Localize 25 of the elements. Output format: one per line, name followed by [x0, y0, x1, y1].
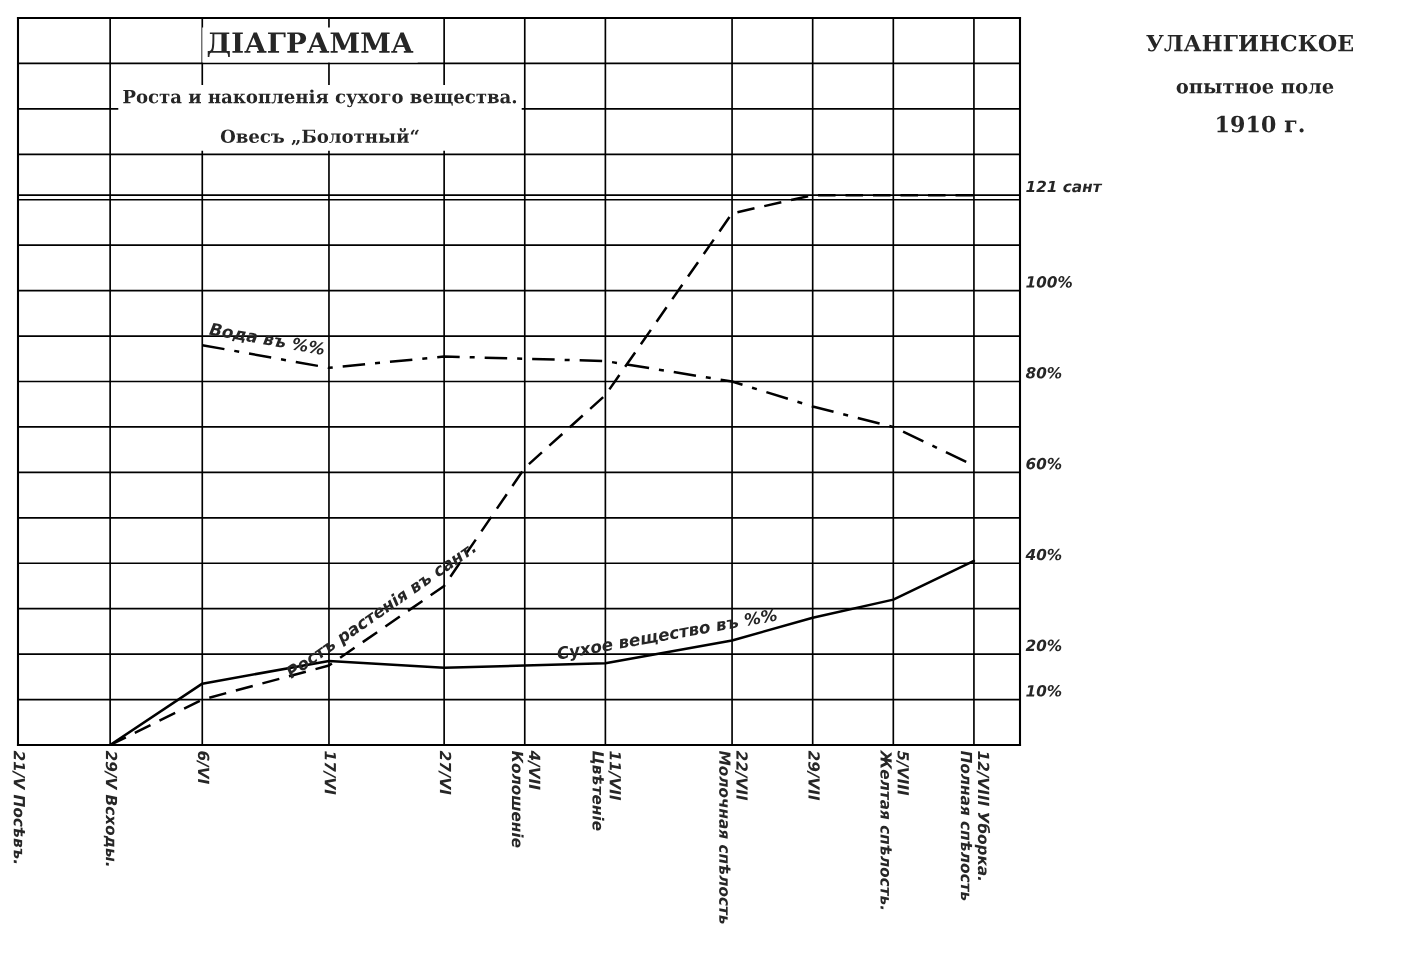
x-tick-label: 11/VII Цвѣтеніе	[590, 751, 621, 831]
y-tick-label: 10%	[1026, 685, 1062, 697]
y-tick-label: 60%	[1026, 457, 1062, 470]
y-tick-label: 100%	[1026, 276, 1072, 288]
x-tick-label: 29/VII	[807, 750, 820, 801]
y-tick-label: 20%	[1025, 639, 1062, 652]
chart-title: ДІАГРАММА	[207, 32, 414, 58]
text: УЛАНГИНСКОЕ	[1146, 34, 1354, 52]
text: опытное поле	[1176, 83, 1334, 94]
x-tick-label: 12/VIII Уборка. Полная спѣлость	[960, 750, 991, 901]
x-tick-label: 17/VI	[323, 751, 336, 795]
text: Роста и накопленія сухого вещества. Овесъ „Болотный“	[123, 89, 517, 146]
x-tick-label: 27/VI	[438, 750, 452, 795]
text: Вода въ %%	[208, 322, 326, 358]
x-tick-label: 29/V Всходы.	[103, 750, 118, 866]
text: Сухое вещество въ %%	[556, 608, 778, 664]
x-tick-label: 4/VII Колошеніе	[511, 750, 541, 848]
x-tick-label: 21/V Посѣвъ.	[12, 750, 26, 864]
text: 1910 г.	[1217, 115, 1304, 133]
x-tick-label: 5/VIII Желтая спѣлость.	[880, 749, 909, 910]
y-tick-label: 121 сант	[1026, 180, 1103, 193]
x-tick-label: 22/VII Молочная спѣлость	[719, 750, 748, 924]
y-tick-label: 80%	[1025, 366, 1062, 379]
y-tick-label: 40%	[1025, 548, 1062, 561]
x-tick-label: 6/VI	[196, 751, 210, 784]
